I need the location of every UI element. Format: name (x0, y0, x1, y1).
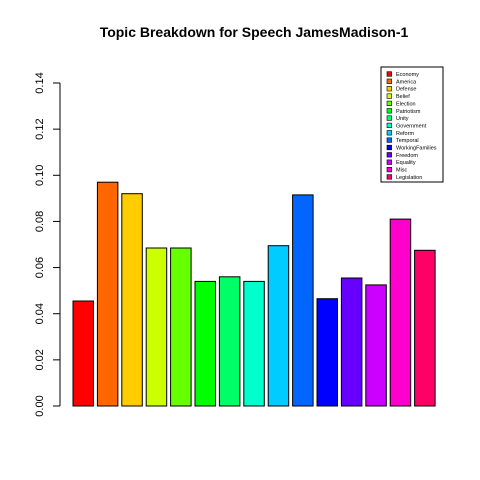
bar-defense (121, 193, 143, 407)
bar-economy (72, 300, 94, 407)
legend-swatch (386, 71, 392, 77)
legend-label: WorkingFamilies (396, 146, 437, 152)
bar-workingfamilies (316, 298, 338, 407)
bar-temporal (292, 194, 314, 407)
legend-swatch (386, 144, 392, 151)
legend-swatch (386, 152, 392, 158)
y-tick-label: 0.14 (34, 72, 46, 93)
y-tick-label: 0.02 (34, 349, 46, 370)
legend-swatch (386, 159, 392, 165)
bar-unity (218, 276, 241, 407)
legend-label: Misc (396, 168, 408, 174)
legend-label: Belief (396, 94, 410, 100)
legend-label: Temporal (396, 138, 419, 144)
legend-label: Defense (396, 87, 417, 93)
bar-reform (267, 245, 290, 407)
legend-swatch (386, 108, 392, 114)
legend-label: Unity (396, 116, 409, 122)
legend-label: Economy (396, 72, 419, 78)
bar-patriotism (194, 280, 216, 407)
legend-swatch (386, 130, 392, 136)
y-tick-label: 0.00 (34, 395, 46, 416)
chart-title: Topic Breakdown for Speech JamesMadison-… (100, 24, 409, 40)
bar-legislation (414, 249, 436, 407)
legend-label: America (396, 79, 417, 85)
legend-label: Election (396, 101, 416, 107)
legend-swatch (386, 122, 392, 128)
legend-swatch (386, 137, 392, 143)
y-tick-label: 0.06 (34, 257, 46, 278)
y-axis-ticks: 0.00 0.02 0.04 0.06 0.08 0.10 0.12 0.14 (34, 72, 60, 417)
y-tick-label: 0.04 (34, 303, 46, 324)
legend-swatch (386, 167, 392, 173)
y-tick-label: 0.12 (34, 118, 46, 139)
legend-label: Patriotism (396, 109, 421, 115)
y-tick-label: 0.08 (34, 211, 46, 232)
bar-belief (145, 247, 168, 407)
bar-government (243, 280, 265, 407)
y-tick-label: 0.10 (34, 165, 46, 186)
legend-swatch (386, 93, 392, 99)
legend-label: Freedom (396, 153, 418, 159)
bar-misc (389, 218, 412, 407)
bar-freedom (340, 277, 363, 407)
bar-equality (365, 284, 387, 407)
bar-election (170, 247, 192, 407)
legend-swatch (386, 86, 392, 92)
legend-swatch (386, 174, 392, 180)
bar-america (96, 181, 119, 407)
legend-label: Equality (396, 160, 416, 166)
legend-swatch (386, 100, 392, 106)
legend-label: Legislation (396, 175, 422, 181)
bars (72, 181, 436, 407)
legend-label: Government (396, 123, 427, 129)
legend-swatch (386, 78, 392, 84)
legend-swatch (386, 115, 392, 121)
legend-label: Reform (396, 131, 414, 137)
